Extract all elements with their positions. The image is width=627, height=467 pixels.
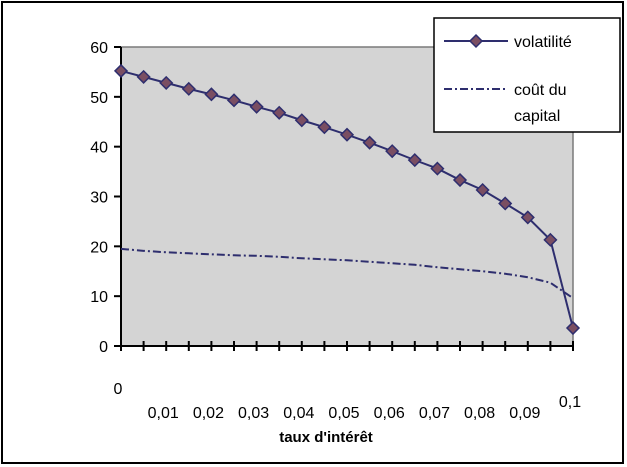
legend-item-volatilite: volatilité: [444, 33, 572, 51]
y-axis: 0 10 20 30 40 50 60: [90, 40, 122, 356]
data-point-marker: [113, 63, 129, 78]
data-point-marker: [430, 161, 445, 176]
x-tick-label: 0,07: [419, 405, 450, 422]
data-point-marker: [520, 210, 535, 225]
y-tick-label: 30: [90, 190, 108, 207]
series-layer: [113, 63, 581, 336]
x-tick-label: 0,01: [148, 405, 179, 422]
data-point-marker: [317, 120, 332, 135]
x-tick-label: 0,04: [283, 405, 314, 422]
x-tick-label: 0,09: [509, 405, 540, 422]
data-point-marker: [362, 135, 377, 150]
data-point-marker: [475, 182, 490, 198]
data-point-marker: [385, 144, 400, 159]
x-tick-label: 0,06: [374, 405, 405, 422]
x-axis: 0 0,01 0,02 0,03 0,04 0,05 0,06 0,07 0,08 0,09 0,1: [114, 341, 581, 422]
data-point-marker: [249, 99, 264, 114]
data-point-marker: [498, 196, 513, 211]
x-tick-label: 0,02: [193, 405, 224, 422]
y-tick-label: 50: [90, 90, 108, 107]
x-tick-label: 0,03: [238, 405, 269, 422]
x-tick-label: 0,1: [559, 394, 581, 411]
data-point-marker: [339, 127, 355, 142]
legend-label: coût du capital: [514, 82, 566, 125]
data-point-marker: [543, 232, 558, 247]
data-point-marker: [136, 69, 151, 84]
x-tick-label: 0: [114, 381, 123, 398]
data-point-marker: [204, 87, 219, 102]
legend-box: [433, 17, 621, 133]
x-tick-label: 0,08: [464, 405, 495, 422]
data-point-marker: [565, 320, 581, 336]
series-volatilite: [113, 63, 581, 336]
data-point-marker: [468, 33, 484, 49]
x-tick-label: 0,05: [328, 405, 359, 422]
y-tick-label: 0: [99, 339, 108, 356]
series-line: [120, 247, 574, 299]
data-point-marker: [294, 113, 309, 128]
y-tick-label: 60: [90, 40, 108, 57]
y-tick-label: 10: [90, 289, 108, 306]
data-point-marker: [407, 153, 422, 168]
data-point-marker: [181, 81, 196, 96]
y-tick-label: 40: [90, 140, 108, 157]
data-point-marker: [226, 93, 242, 108]
x-axis-title: taux d'intérêt: [279, 429, 373, 446]
y-tick-label: 20: [90, 239, 108, 256]
series-cout-du-capital: [120, 247, 574, 299]
data-point-marker: [272, 105, 287, 120]
data-point-marker: [159, 75, 174, 90]
legend: volatilité coût du capital: [433, 17, 621, 133]
legend-label: volatilité: [514, 34, 572, 51]
data-point-marker: [452, 172, 468, 188]
legend-item-cout-du-capital: coût du capital: [444, 82, 566, 125]
